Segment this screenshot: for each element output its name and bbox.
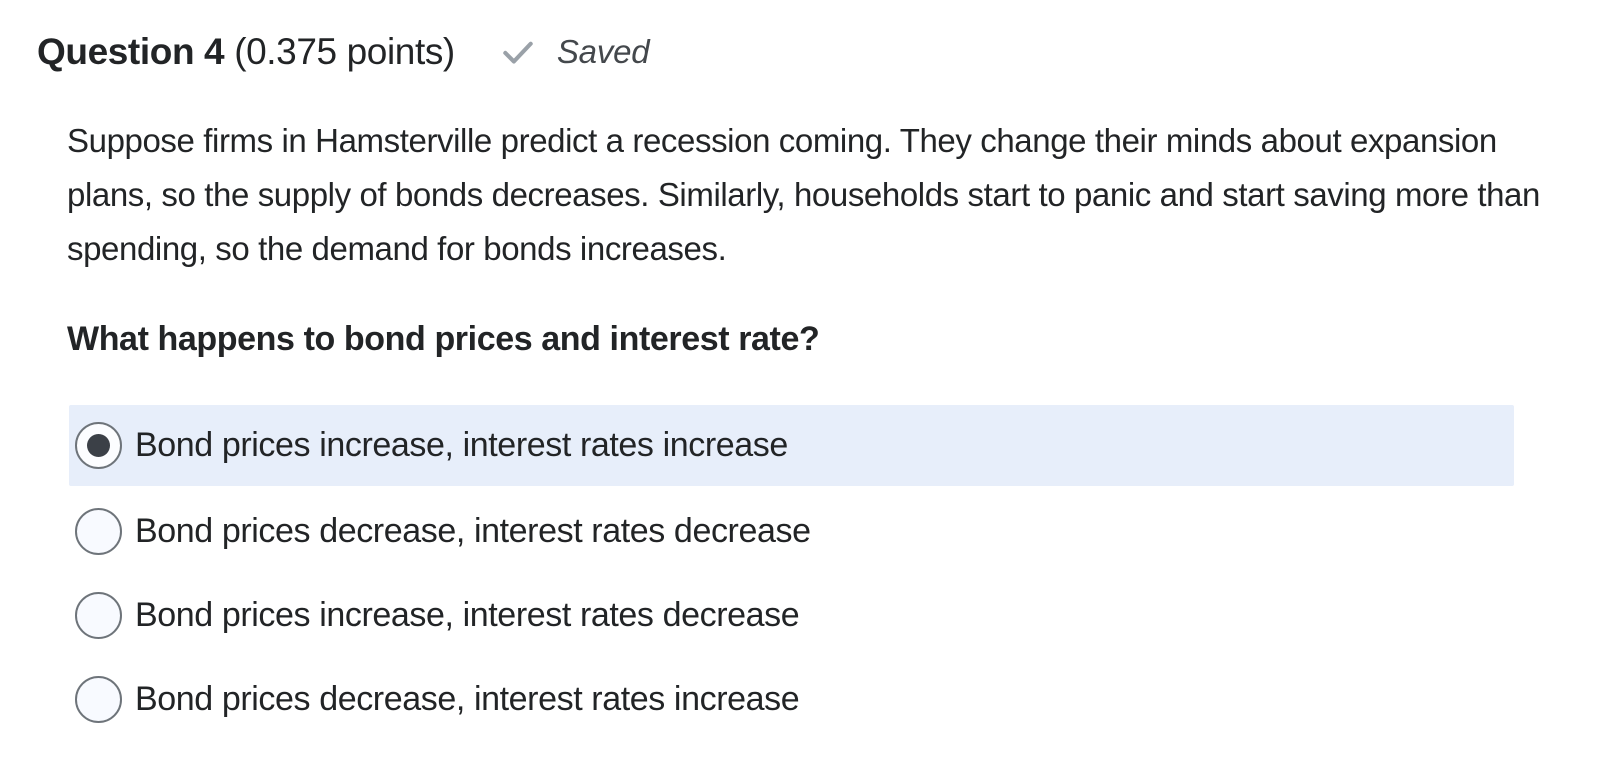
answer-option-label: Bond prices decrease, interest rates inc… bbox=[135, 679, 800, 718]
answer-option-label: Bond prices increase, interest rates dec… bbox=[135, 595, 800, 634]
radio-button-icon[interactable] bbox=[75, 591, 122, 639]
question-body-text: Suppose firms in Hamsterville predict a … bbox=[67, 122, 1540, 267]
question-title: Question 4 bbox=[37, 31, 225, 72]
answer-option-label: Bond prices increase, interest rates inc… bbox=[135, 426, 788, 464]
radio-button-icon[interactable] bbox=[75, 422, 122, 469]
radio-button-icon[interactable] bbox=[75, 675, 122, 723]
saved-check-icon bbox=[499, 33, 537, 71]
saved-status-label: Saved bbox=[556, 33, 650, 70]
radio-dot bbox=[87, 434, 110, 457]
answer-options-group: Bond prices increase, interest rates inc… bbox=[69, 405, 1514, 738]
answer-option[interactable]: Bond prices increase, interest rates inc… bbox=[69, 405, 1514, 486]
answer-option[interactable]: Bond prices decrease, interest rates inc… bbox=[69, 660, 1514, 738]
question-points: (0.375 points) bbox=[234, 31, 455, 72]
question-header: Question 4 (0.375 points) Saved bbox=[37, 28, 1598, 76]
question-prompt: What happens to bond prices and interest… bbox=[67, 320, 820, 358]
answer-option[interactable]: Bond prices decrease, interest rates dec… bbox=[69, 492, 1514, 570]
answer-option-label: Bond prices decrease, interest rates dec… bbox=[135, 511, 811, 550]
answer-option[interactable]: Bond prices increase, interest rates dec… bbox=[69, 576, 1514, 654]
radio-button-icon[interactable] bbox=[75, 507, 122, 555]
